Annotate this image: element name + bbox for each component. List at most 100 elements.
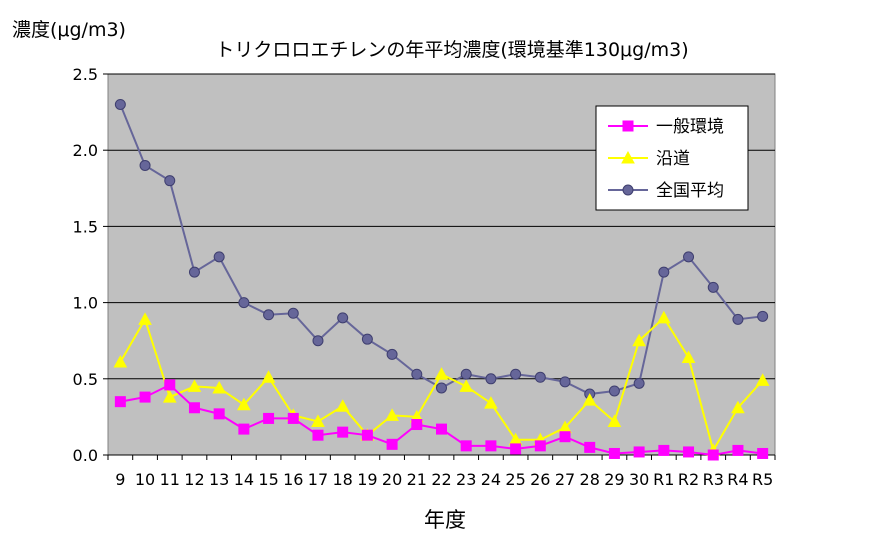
data-point	[510, 443, 522, 455]
x-tick-label: R1	[653, 470, 674, 489]
x-ticks: 9 10 11 12 13 14 15 16 17 18 19 20 21 22 23 24 25 26 27 28 2…	[107, 454, 776, 489]
data-point	[335, 399, 350, 412]
data-point	[261, 370, 276, 383]
data-point	[312, 335, 324, 347]
legend-label: 全国平均	[656, 181, 724, 201]
x-tick-label: 22	[431, 470, 451, 489]
x-tick-label: 28	[580, 470, 600, 489]
legend-swatch-marker	[622, 120, 634, 132]
x-tick-label: R2	[678, 470, 699, 489]
data-point	[732, 444, 744, 456]
x-tick-label: 20	[382, 470, 402, 489]
series-0	[114, 379, 769, 461]
x-tick-label: R3	[703, 470, 724, 489]
legend-label: 沿道	[656, 149, 690, 169]
data-point	[385, 408, 399, 421]
x-tick-label: 19	[357, 470, 377, 489]
data-point	[731, 400, 745, 414]
x-tick-label: 17	[308, 470, 328, 489]
data-point	[582, 393, 597, 406]
data-point	[188, 266, 200, 278]
y-tick-label: 0.5	[73, 370, 98, 389]
series-2	[114, 98, 769, 400]
data-point	[188, 402, 200, 414]
y-tick-label: 1.5	[73, 217, 98, 236]
data-point	[113, 354, 128, 368]
data-point	[681, 350, 696, 363]
data-point	[361, 429, 373, 441]
data-point	[534, 371, 546, 383]
data-point	[607, 414, 622, 427]
data-point	[633, 377, 645, 389]
data-point	[757, 447, 769, 459]
data-point	[484, 396, 498, 409]
x-tick-label: 14	[234, 470, 254, 489]
y-ticks: 0.0 0.5 1.0 1.5 2.0 2.5	[73, 65, 108, 465]
data-point	[386, 438, 398, 450]
chart-title: トリクロロエチレンの年平均濃度(環境基準130μg/m3)	[215, 39, 688, 61]
x-tick-label: R4	[727, 470, 748, 489]
x-tick-label: 13	[209, 470, 229, 489]
data-point	[510, 368, 522, 380]
data-point	[608, 447, 620, 459]
data-point	[311, 414, 325, 427]
x-tick-label: 15	[258, 470, 278, 489]
x-tick-label: 30	[629, 470, 649, 489]
data-point	[263, 309, 275, 321]
data-point	[287, 412, 299, 424]
x-tick-label: 27	[555, 470, 575, 489]
y-tick-label: 2.0	[73, 141, 98, 160]
x-tick-label: 21	[407, 470, 427, 489]
data-point	[485, 440, 497, 452]
x-tick-label: 24	[481, 470, 501, 489]
legend-swatch-marker	[622, 184, 634, 196]
data-point	[707, 449, 719, 461]
y-tick-label: 0.0	[73, 446, 98, 465]
data-point	[757, 310, 769, 322]
x-tick-label: 18	[333, 470, 353, 489]
data-point	[139, 391, 151, 403]
data-point	[683, 446, 695, 458]
data-point	[485, 373, 497, 385]
data-point	[707, 281, 719, 293]
data-point	[559, 376, 571, 388]
x-axis-label: 年度	[424, 508, 466, 532]
x-tick-label: 12	[184, 470, 204, 489]
data-point	[460, 368, 472, 380]
data-point	[656, 310, 671, 324]
data-point	[312, 429, 324, 441]
y-axis-label: 濃度(μg/m3)	[12, 19, 126, 41]
legend-entry: 沿道	[608, 149, 690, 169]
data-point	[213, 251, 225, 263]
data-point	[434, 367, 449, 380]
data-point	[658, 444, 670, 456]
data-point	[411, 419, 423, 431]
data-point	[162, 390, 177, 403]
data-point	[755, 373, 770, 386]
data-point	[608, 385, 620, 397]
x-tick-label: 10	[135, 470, 155, 489]
data-point	[633, 446, 645, 458]
data-point	[337, 312, 349, 324]
data-point	[187, 379, 202, 392]
legend-entry: 一般環境	[608, 117, 724, 137]
legend-label: 一般環境	[656, 117, 724, 137]
x-tick-label: 11	[160, 470, 180, 489]
series	[113, 98, 770, 461]
data-point	[436, 423, 447, 435]
x-tick-label: 25	[505, 470, 525, 489]
data-point	[287, 307, 299, 319]
data-point	[559, 431, 571, 443]
data-point	[164, 175, 176, 187]
data-point	[213, 408, 225, 420]
data-point	[411, 368, 423, 380]
data-point	[114, 396, 126, 408]
data-point	[238, 423, 250, 435]
data-point	[139, 159, 151, 171]
data-point	[263, 412, 275, 424]
data-point	[632, 333, 646, 347]
data-point	[114, 98, 126, 110]
data-point	[164, 379, 176, 391]
x-tick-label: 9	[115, 470, 125, 489]
